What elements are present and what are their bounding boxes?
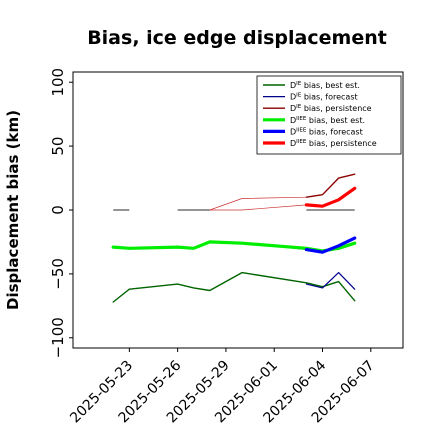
series-line <box>305 173 356 198</box>
legend-entry: DIIEE bias, best est. <box>290 116 365 125</box>
y-tick-label: 50 <box>49 137 67 156</box>
series-line <box>305 272 356 290</box>
y-axis-label: Displacement bias (km) <box>4 110 22 310</box>
y-tick-label: 100 <box>49 68 67 97</box>
series-line <box>111 240 357 253</box>
legend-entry: DIIEE bias, persistence <box>290 139 377 148</box>
legend-entry: DIIEE bias, forecast <box>290 127 363 136</box>
x-axis-ticks: 2025-05-232025-05-262025-05-292025-06-01… <box>67 348 378 426</box>
legend-box <box>256 75 402 155</box>
series-line <box>112 271 356 303</box>
y-tick-label: −100 <box>49 317 67 358</box>
legend: DIE bias, best est. DIE bias, forecast DIE… <box>256 75 402 155</box>
series-line <box>304 236 357 254</box>
series-line <box>304 186 357 208</box>
plot-area <box>111 173 357 303</box>
chart-title: Bias, ice edge displacement <box>87 27 387 49</box>
legend-entry: DIE bias, forecast <box>290 93 358 102</box>
y-tick-label: 0 <box>49 205 67 215</box>
legend-entry: DIE bias, best est. <box>290 81 360 90</box>
legend-entry: DIE bias, persistence <box>290 104 372 113</box>
thin-series-line <box>209 196 307 211</box>
y-axis-ticks: −100 −50 0 50 100 <box>49 68 73 358</box>
y-tick-label: −50 <box>49 258 67 290</box>
thin-series-line <box>209 204 307 211</box>
